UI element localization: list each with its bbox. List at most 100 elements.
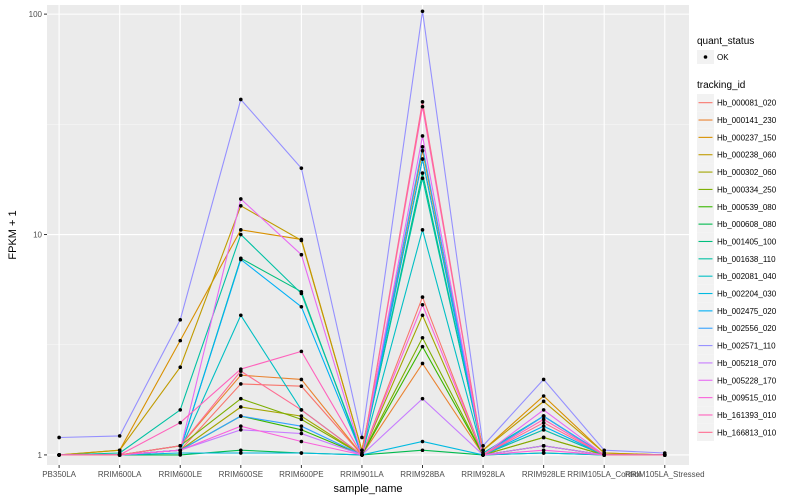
data-point [239, 448, 243, 453]
legend-label: Hb_002556_020 [717, 324, 777, 333]
data-point [541, 414, 546, 418]
data-point [178, 318, 183, 322]
data-point [420, 104, 425, 109]
data-point [239, 424, 243, 428]
data-point [299, 384, 304, 389]
data-point [178, 443, 183, 448]
legend-label: Hb_166813_010 [717, 428, 777, 437]
data-point [239, 405, 243, 409]
data-point [602, 448, 607, 453]
data-point [299, 291, 304, 296]
data-point [420, 148, 425, 153]
x-tick-label: RRIM600SE [219, 470, 263, 479]
legend-label: Hb_000081_020 [717, 99, 777, 108]
data-point [299, 349, 304, 354]
legend-label: Hb_009515_010 [717, 394, 777, 403]
data-point [541, 448, 546, 453]
data-point [299, 304, 304, 309]
legend-label: Hb_000141_230 [717, 116, 777, 125]
data-point [662, 453, 667, 457]
data-point [541, 451, 546, 455]
data-point [117, 453, 122, 457]
data-point [117, 434, 122, 438]
legend-label: Hb_002475_020 [717, 307, 777, 316]
data-point [481, 453, 485, 457]
data-point [420, 361, 425, 366]
data-point [299, 238, 304, 243]
data-point [541, 408, 546, 412]
data-point [299, 377, 304, 382]
data-point [541, 435, 546, 440]
data-point [360, 448, 364, 453]
legend-label: Hb_000539_080 [717, 203, 777, 212]
data-point [299, 414, 304, 418]
data-point [541, 394, 546, 398]
data-point [420, 9, 425, 14]
data-point [541, 377, 546, 382]
x-tick-label: PB350LA [42, 470, 76, 479]
data-point [541, 399, 546, 404]
data-point [117, 448, 122, 453]
data-point [299, 417, 304, 422]
data-point [178, 408, 183, 412]
data-point [239, 197, 243, 201]
x-tick-label: RRIM928BA [400, 470, 445, 479]
x-axis: PB350LA RRIM600LA RRIM600LE RRIM600SE RRIM60… [42, 465, 705, 479]
data-point [239, 203, 243, 208]
data-point [541, 417, 546, 422]
data-point [178, 365, 183, 370]
data-point [299, 424, 304, 428]
data-point [420, 171, 425, 175]
data-point [178, 338, 183, 343]
data-point [481, 448, 485, 453]
legend-label: Hb_000608_080 [717, 220, 777, 229]
x-tick-label: RRIM600LE [158, 470, 202, 479]
data-point [299, 252, 304, 257]
data-point [420, 439, 425, 444]
data-point [420, 302, 425, 307]
data-point [239, 97, 243, 102]
data-point [178, 420, 183, 425]
data-point [299, 439, 304, 444]
data-point [239, 257, 243, 262]
data-point [420, 335, 425, 340]
x-tick-label: RRIM901LA [340, 470, 384, 479]
data-point [420, 448, 425, 453]
data-points [57, 9, 667, 457]
legend-ok-point [703, 55, 708, 59]
data-point [299, 431, 304, 436]
data-point [239, 228, 243, 232]
data-point [299, 451, 304, 455]
data-point [360, 435, 364, 440]
data-point [239, 382, 243, 386]
x-tick-label: RRIM105LA_Control [567, 470, 641, 479]
data-point [239, 451, 243, 455]
data-point [239, 313, 243, 318]
x-tick-label: RRIM928LA [461, 470, 505, 479]
legend-label: Hb_000237_150 [717, 133, 777, 142]
data-point [239, 232, 243, 237]
data-point [420, 100, 425, 104]
legend-title-quant-status: quant_status [697, 36, 754, 47]
data-point [541, 428, 546, 432]
data-point [239, 373, 243, 377]
legend: quant_status OK tracking_id Hb_000081_020 Hb… [697, 36, 777, 441]
data-point [299, 166, 304, 170]
data-point [602, 453, 607, 457]
data-point [360, 453, 364, 457]
data-point [239, 369, 243, 373]
x-tick-label: RRIM600PE [279, 470, 323, 479]
data-point [178, 448, 183, 453]
legend-label: Hb_000334_250 [717, 185, 777, 194]
legend-label: Hb_002204_030 [717, 290, 777, 299]
y-tick-label: 10 [33, 231, 42, 240]
y-tick-label: 1 [38, 451, 43, 460]
legend-title-tracking-id: tracking_id [697, 80, 745, 91]
legend-label-ok: OK [717, 53, 729, 62]
x-axis-title: sample_name [333, 483, 402, 495]
data-point [541, 443, 546, 448]
data-point [420, 295, 425, 299]
legend-label: Hb_000302_060 [717, 168, 777, 177]
data-point [299, 428, 304, 432]
